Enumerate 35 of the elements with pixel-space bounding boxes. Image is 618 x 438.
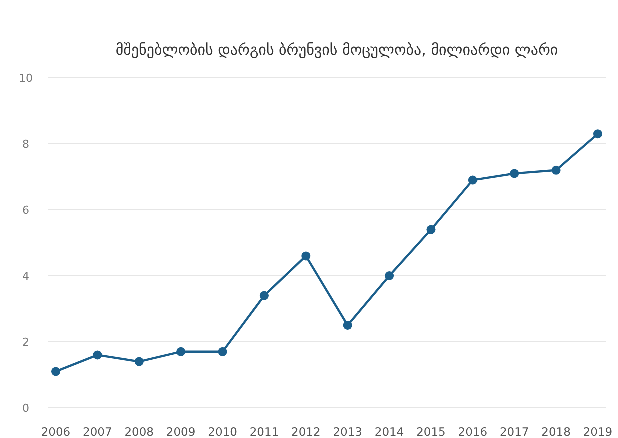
x-tick-label: 2010	[208, 425, 238, 438]
point	[260, 291, 269, 300]
point	[510, 169, 520, 178]
x-tick-label: 2015	[416, 425, 446, 438]
x-tick-label: 2007	[83, 425, 112, 438]
point	[52, 367, 60, 376]
point	[93, 350, 102, 360]
x-tick-label: 2018	[542, 425, 571, 438]
y-tick-label: 10	[19, 72, 33, 85]
point	[134, 357, 144, 366]
x-tick-label: 2006	[41, 425, 71, 438]
point	[594, 130, 602, 139]
point	[218, 347, 228, 356]
chart-title: მშენებლობის დარგის ბრუნვის მოცულობა, მილიარდი ლარი	[116, 41, 558, 59]
x-tick-label: 2008	[124, 425, 154, 438]
x-tick-label: 2009	[166, 425, 196, 438]
point	[302, 252, 311, 261]
point	[552, 166, 561, 175]
y-tick-label: 0	[22, 402, 30, 415]
y-tick-label: 8	[22, 138, 30, 151]
point	[468, 176, 478, 185]
x-tick-label: 2019	[583, 425, 613, 438]
point	[176, 347, 186, 356]
y-tick-label: 4	[22, 270, 30, 283]
x-tick-label: 2016	[458, 425, 488, 438]
y-tick-label: 6	[22, 204, 30, 217]
x-tick-label: 2012	[292, 425, 321, 438]
x-tick-label: 2011	[250, 425, 280, 438]
x-tick-label: 2013	[333, 425, 362, 438]
y-tick-label: 2	[22, 336, 30, 349]
x-tick-label: 2017	[500, 425, 530, 438]
x-tick-label: 2014	[374, 425, 404, 438]
point	[385, 272, 394, 280]
point	[426, 225, 436, 234]
point	[343, 321, 352, 330]
